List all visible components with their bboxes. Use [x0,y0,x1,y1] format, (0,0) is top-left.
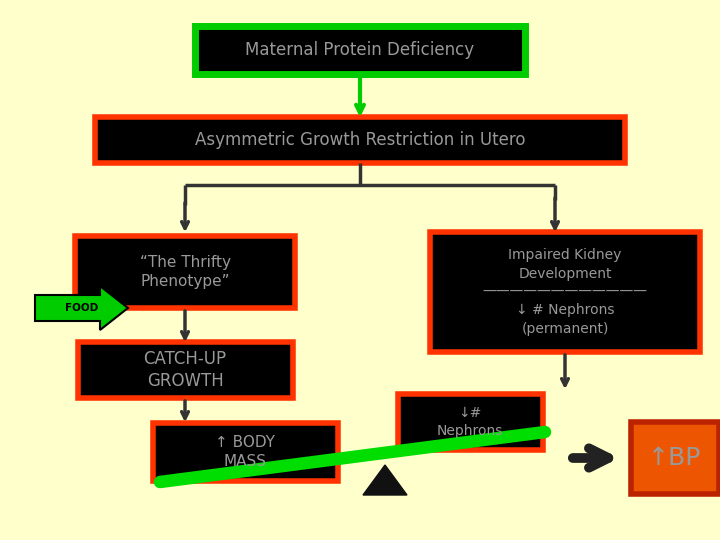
FancyBboxPatch shape [75,236,295,308]
Text: FOOD: FOOD [66,303,99,313]
Text: CATCH-UP
GROWTH: CATCH-UP GROWTH [143,350,227,390]
FancyBboxPatch shape [397,394,542,450]
FancyBboxPatch shape [430,232,700,352]
Text: ↑BP: ↑BP [648,446,702,470]
Text: Impaired Kidney
Development
————————————
↓ # Nephrons
(permanent): Impaired Kidney Development ————————————… [482,248,647,336]
Text: ↑ BODY
MASS: ↑ BODY MASS [215,435,275,469]
FancyBboxPatch shape [153,423,338,481]
Text: ↓#
Nephrons: ↓# Nephrons [437,406,503,437]
FancyBboxPatch shape [195,26,525,74]
Text: “The Thrifty
Phenotype”: “The Thrifty Phenotype” [140,255,230,289]
Polygon shape [363,465,407,495]
Polygon shape [35,286,128,330]
Text: Asymmetric Growth Restriction in Utero: Asymmetric Growth Restriction in Utero [194,131,526,149]
FancyBboxPatch shape [95,117,625,163]
FancyBboxPatch shape [78,342,292,398]
Text: Maternal Protein Deficiency: Maternal Protein Deficiency [246,41,474,59]
FancyBboxPatch shape [631,422,719,494]
